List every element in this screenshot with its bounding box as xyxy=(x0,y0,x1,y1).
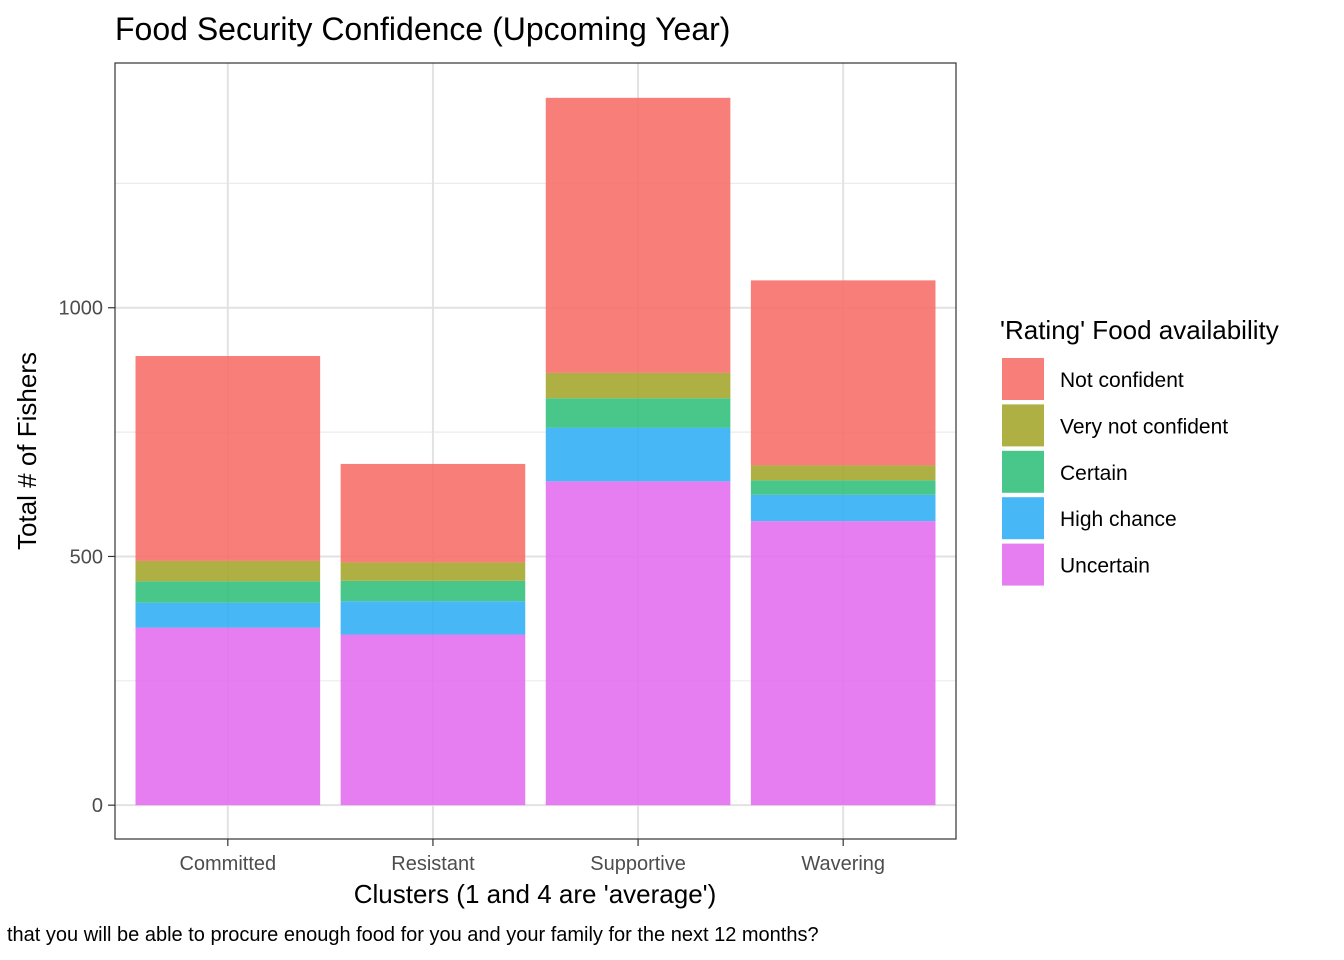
plot-area xyxy=(114,62,957,840)
bar-segment xyxy=(340,580,526,602)
bar-segment xyxy=(750,480,936,495)
legend-items: Not confident Very not confident Certain Hi… xyxy=(1002,358,1228,586)
bar-segment xyxy=(750,280,936,466)
x-tick-label: Committed xyxy=(179,853,276,875)
bar-segment xyxy=(545,97,731,373)
legend-swatch xyxy=(1002,450,1044,493)
bar-segment xyxy=(545,427,731,482)
y-tick-label: 1000 xyxy=(59,298,104,320)
legend-title: 'Rating' Food availability xyxy=(1000,315,1279,345)
bar-segment xyxy=(545,372,731,399)
bar-segment xyxy=(135,602,321,628)
y-tick-label: 0 xyxy=(92,795,103,817)
legend-item: High chance xyxy=(1002,497,1177,540)
bar-segment xyxy=(340,634,526,806)
x-tick-label: Wavering xyxy=(801,853,885,875)
legend-label: Not confident xyxy=(1060,369,1184,392)
legend-swatch xyxy=(1002,358,1044,400)
bar-segment xyxy=(340,562,526,581)
legend-label: Uncertain xyxy=(1060,555,1150,578)
bar-segment xyxy=(545,398,731,428)
bars xyxy=(135,97,936,806)
legend-swatch xyxy=(1002,497,1044,540)
y-axis: 0 500 1000 xyxy=(59,298,115,817)
bar-segment xyxy=(135,355,321,561)
legend-item: Certain xyxy=(1002,450,1128,493)
legend: 'Rating' Food availability Not confident… xyxy=(1000,315,1279,586)
legend-label: Very not confident xyxy=(1060,415,1228,438)
chart-caption: that you will be able to procure enough … xyxy=(7,924,819,946)
legend-item: Very not confident xyxy=(1002,404,1228,447)
bar-segment xyxy=(340,601,526,635)
x-tick-label: Supportive xyxy=(590,853,686,875)
x-tick-label: Resistant xyxy=(391,853,475,875)
x-axis: Committed Resistant Supportive Wavering xyxy=(179,839,885,875)
y-tick-label: 500 xyxy=(70,546,103,568)
bar-segment xyxy=(545,481,731,806)
y-axis-title: Total # of Fishers xyxy=(12,352,42,550)
legend-item: Uncertain xyxy=(1002,543,1150,586)
legend-label: High chance xyxy=(1060,508,1177,531)
bar-segment xyxy=(750,494,936,522)
bar-segment xyxy=(750,465,936,481)
chart-title: Food Security Confidence (Upcoming Year) xyxy=(115,11,730,47)
legend-label: Certain xyxy=(1060,462,1128,485)
legend-item: Not confident xyxy=(1002,358,1184,400)
bar-segment xyxy=(135,560,321,582)
legend-swatch xyxy=(1002,404,1044,447)
bar-segment xyxy=(135,627,321,806)
x-axis-title: Clusters (1 and 4 are 'average') xyxy=(354,879,717,909)
bar-segment xyxy=(135,581,321,603)
plot-border xyxy=(114,62,957,840)
bar-segment xyxy=(340,463,526,563)
legend-swatch xyxy=(1002,543,1044,586)
bar-segment xyxy=(750,521,936,806)
